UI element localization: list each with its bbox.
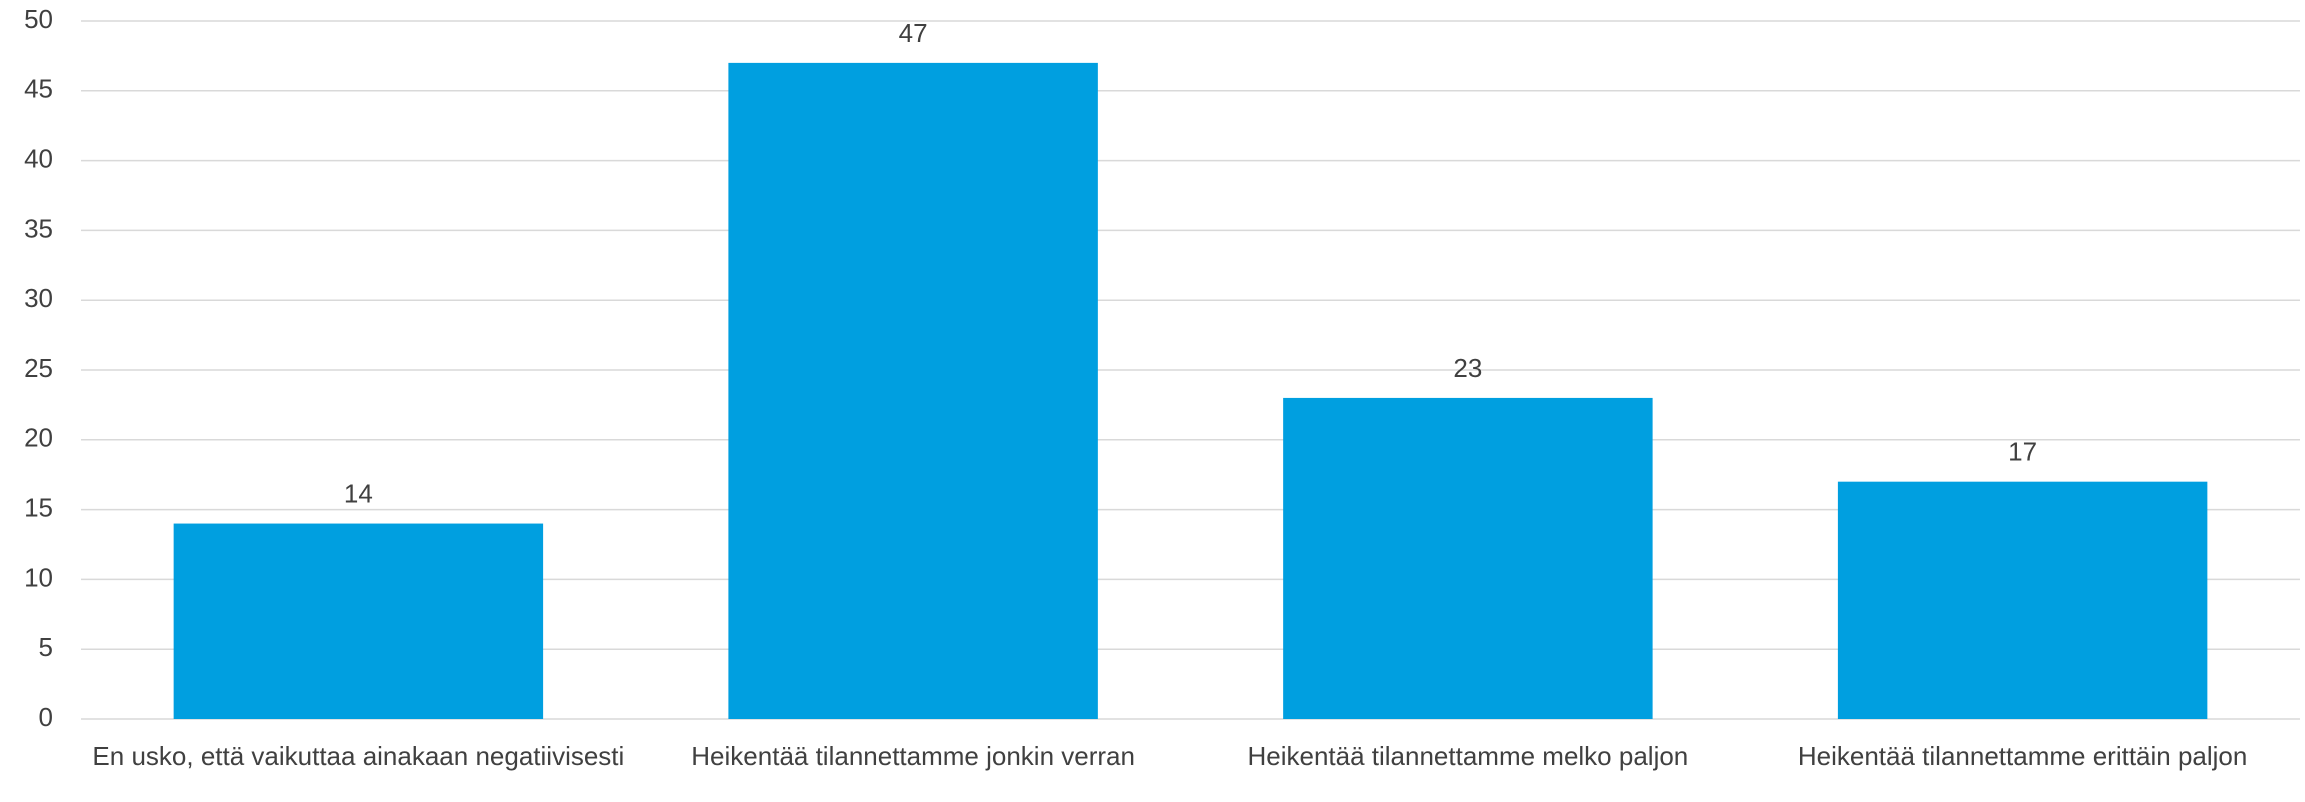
data-label: 17 bbox=[2008, 437, 2037, 467]
y-tick-label: 35 bbox=[24, 213, 53, 243]
y-tick-label: 30 bbox=[24, 283, 53, 313]
bar bbox=[728, 62, 1098, 719]
y-tick-label: 20 bbox=[24, 423, 53, 453]
y-tick-label: 40 bbox=[24, 143, 53, 173]
y-tick-label: 10 bbox=[24, 562, 53, 592]
y-tick-label: 25 bbox=[24, 353, 53, 383]
data-label: 14 bbox=[344, 478, 373, 508]
x-tick-label: Heikentää tilannettamme melko paljon bbox=[1247, 741, 1689, 771]
y-tick-label: 5 bbox=[39, 632, 53, 662]
y-tick-label: 0 bbox=[39, 702, 53, 732]
y-tick-label: 45 bbox=[24, 74, 53, 104]
x-tick-label: Heikentää tilannettamme erittäin paljon bbox=[1797, 741, 2248, 771]
x-tick-label: En usko, että vaikuttaa ainakaan negatii… bbox=[92, 741, 625, 771]
bar bbox=[1283, 397, 1653, 719]
data-label: 23 bbox=[1453, 353, 1482, 383]
x-tick-label: Heikentää tilannettamme jonkin verran bbox=[691, 741, 1135, 771]
y-tick-label: 50 bbox=[24, 4, 53, 34]
bar bbox=[173, 523, 544, 719]
y-tick-label: 15 bbox=[24, 492, 53, 522]
bar bbox=[1837, 481, 2208, 719]
data-label: 47 bbox=[899, 18, 928, 48]
